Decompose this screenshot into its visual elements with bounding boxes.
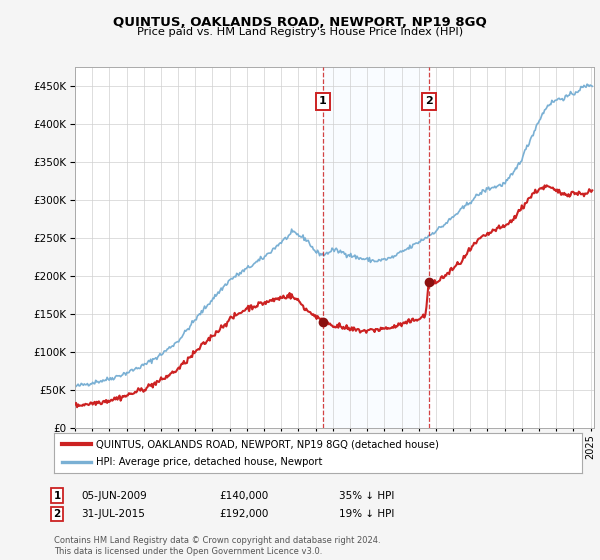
Text: 31-JUL-2015: 31-JUL-2015 <box>81 509 145 519</box>
Text: £192,000: £192,000 <box>219 509 268 519</box>
Text: 1: 1 <box>319 96 327 106</box>
Text: Price paid vs. HM Land Registry's House Price Index (HPI): Price paid vs. HM Land Registry's House … <box>137 27 463 37</box>
Text: 2: 2 <box>425 96 433 106</box>
Text: Contains HM Land Registry data © Crown copyright and database right 2024.
This d: Contains HM Land Registry data © Crown c… <box>54 536 380 556</box>
Text: 19% ↓ HPI: 19% ↓ HPI <box>339 509 394 519</box>
Text: 05-JUN-2009: 05-JUN-2009 <box>81 491 147 501</box>
Text: 35% ↓ HPI: 35% ↓ HPI <box>339 491 394 501</box>
Text: HPI: Average price, detached house, Newport: HPI: Average price, detached house, Newp… <box>96 457 323 467</box>
Text: QUINTUS, OAKLANDS ROAD, NEWPORT, NP19 8GQ (detached house): QUINTUS, OAKLANDS ROAD, NEWPORT, NP19 8G… <box>96 439 439 449</box>
Text: QUINTUS, OAKLANDS ROAD, NEWPORT, NP19 8GQ: QUINTUS, OAKLANDS ROAD, NEWPORT, NP19 8G… <box>113 16 487 29</box>
Bar <box>323 67 428 428</box>
Text: 1: 1 <box>53 491 61 501</box>
Text: £140,000: £140,000 <box>219 491 268 501</box>
Text: 2: 2 <box>53 509 61 519</box>
